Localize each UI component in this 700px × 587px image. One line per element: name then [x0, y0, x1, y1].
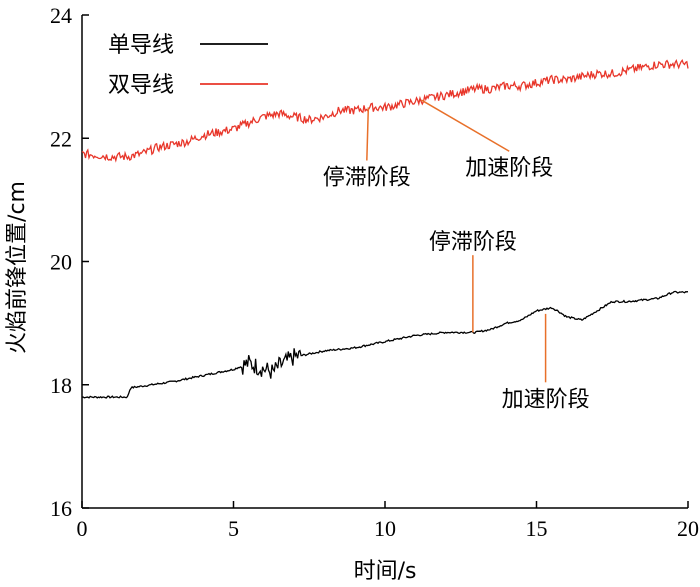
annotation-leader-1: [366, 107, 370, 161]
y-tick-label: 16: [50, 496, 72, 521]
x-tick-label: 0: [77, 516, 88, 541]
annotation-label-4: 加速阶段: [502, 387, 590, 412]
series-line-1: [81, 290, 689, 399]
plot-area: 0 5 10 15 20 16 18 20 22 24: [50, 3, 699, 541]
series-line-2: [81, 58, 689, 163]
x-tick-label: 5: [228, 516, 239, 541]
y-axis-label: 火焰前锋位置/cm: [5, 181, 30, 354]
x-axis-label: 时间/s: [354, 559, 417, 584]
y-tick-label: 20: [50, 250, 72, 275]
x-tick-label: 15: [526, 516, 548, 541]
annotation-label-3: 停滞阶段: [429, 230, 517, 255]
y-tick-label: 24: [50, 3, 72, 28]
legend-label-1: 单导线: [108, 33, 174, 58]
annotation-label-2: 加速阶段: [465, 156, 553, 181]
annotation-leader-2: [420, 99, 510, 152]
y-tick-label: 18: [50, 373, 72, 398]
series-layer: [81, 58, 689, 399]
x-tick-label: 20: [677, 516, 699, 541]
annotation-label-1: 停滞阶段: [323, 165, 411, 190]
legend-label-2: 双导线: [108, 73, 174, 98]
x-tick-label: 10: [374, 516, 396, 541]
y-tick-label: 22: [50, 126, 72, 151]
